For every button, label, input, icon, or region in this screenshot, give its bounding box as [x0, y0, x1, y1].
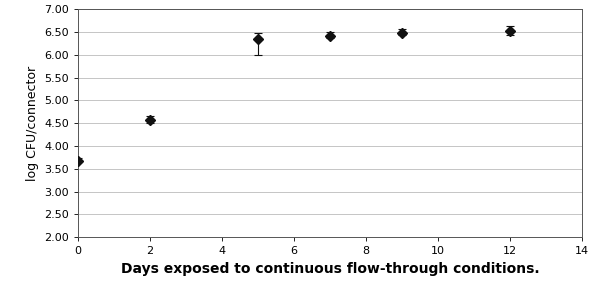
X-axis label: Days exposed to continuous flow-through conditions.: Days exposed to continuous flow-through …: [121, 262, 539, 276]
Y-axis label: log CFU/connector: log CFU/connector: [26, 66, 38, 181]
